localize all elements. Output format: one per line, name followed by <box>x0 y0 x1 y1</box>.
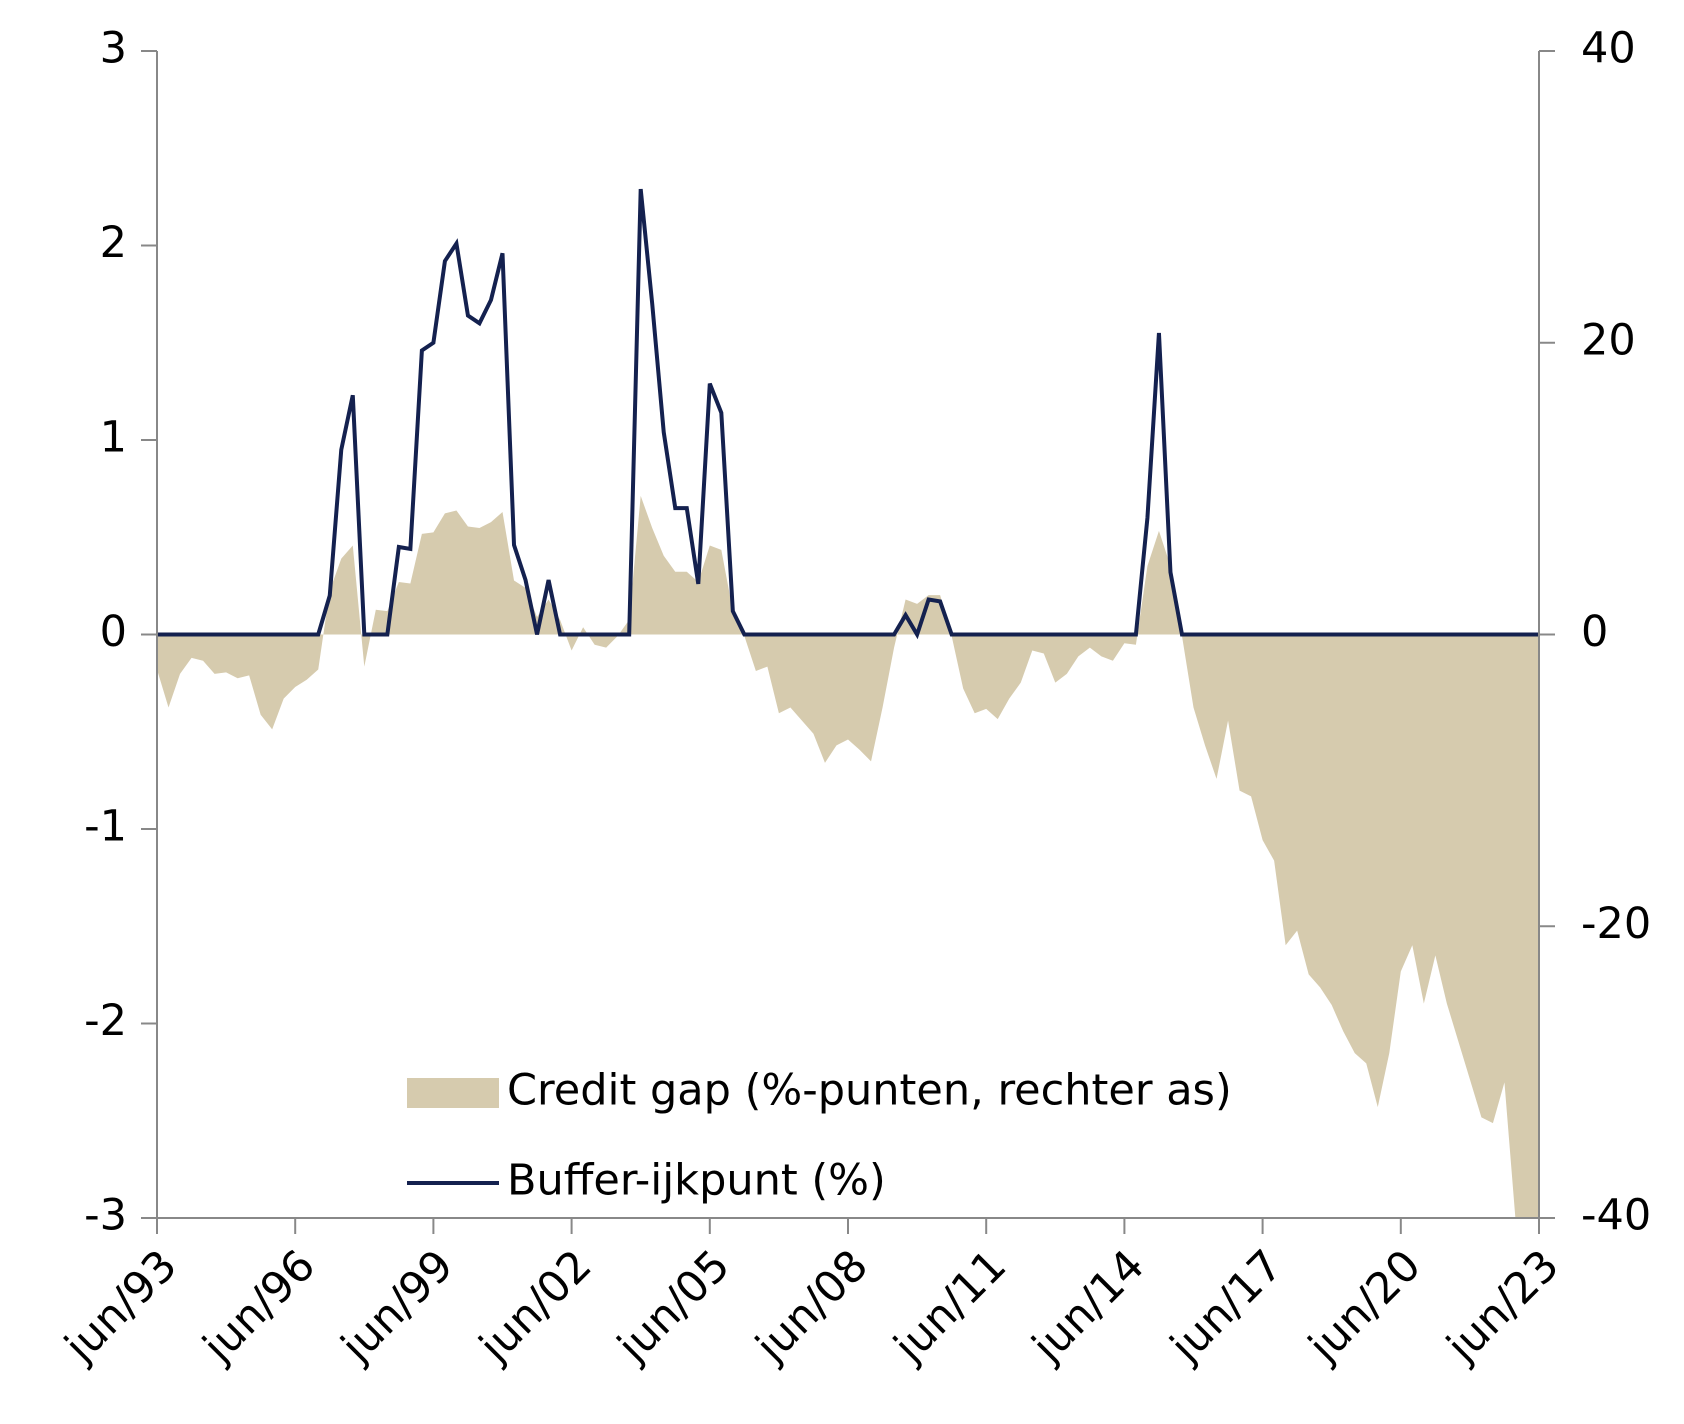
x-tick-label: jun/08 <box>746 1241 878 1373</box>
x-tick-label: jun/96 <box>193 1241 325 1373</box>
y2-tick-label: 0 <box>1581 607 1608 657</box>
x-tick-label: jun/99 <box>331 1241 463 1373</box>
buffer-line <box>157 188 1539 640</box>
x-tick-label: jun/93 <box>55 1241 187 1373</box>
y-tick-label: -2 <box>84 996 127 1046</box>
credit-gap-area <box>157 495 1539 1218</box>
y-tick-label: 2 <box>100 218 127 268</box>
legend-label: Credit gap (%-punten, rechter as) <box>507 1066 1232 1116</box>
y-tick-label: -1 <box>84 802 127 852</box>
y-tick-label: 1 <box>100 413 127 463</box>
y-tick-label: 3 <box>100 24 127 74</box>
x-tick-label: jun/23 <box>1437 1241 1569 1373</box>
x-tick-label: jun/02 <box>470 1241 602 1373</box>
y2-tick-label: -20 <box>1581 899 1651 949</box>
legend-swatch <box>407 1078 499 1108</box>
x-tick-label: jun/05 <box>608 1241 740 1373</box>
x-tick-label: jun/14 <box>1022 1241 1154 1373</box>
y-tick-label: -3 <box>84 1191 127 1241</box>
y-tick-label: 0 <box>100 607 127 657</box>
legend-label: Buffer-ijkpunt (%) <box>507 1156 886 1206</box>
x-tick-label: jun/17 <box>1161 1241 1293 1373</box>
plot-area <box>157 188 1539 1218</box>
y2-tick-label: 40 <box>1581 24 1636 74</box>
x-tick-label: jun/11 <box>884 1241 1016 1373</box>
x-tick-label: jun/20 <box>1299 1241 1431 1373</box>
y2-tick-label: -40 <box>1581 1191 1651 1241</box>
y2-tick-label: 20 <box>1581 315 1636 365</box>
